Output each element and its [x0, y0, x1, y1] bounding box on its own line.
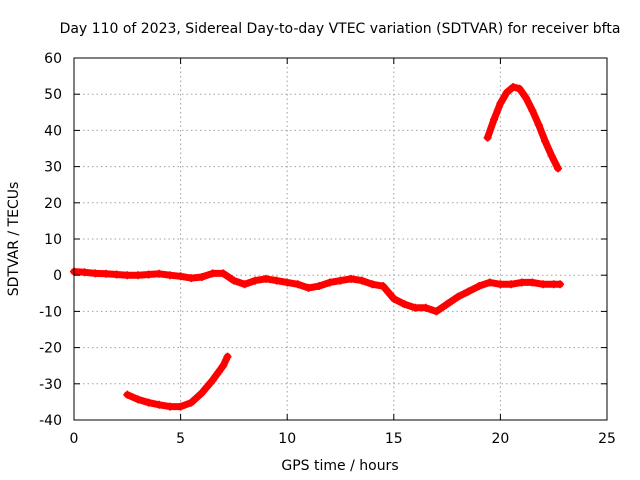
- data-point: [502, 88, 511, 97]
- y-tick-label: 30: [44, 160, 62, 176]
- data-point: [229, 276, 238, 285]
- data-point: [315, 282, 324, 291]
- data-point: [197, 388, 206, 397]
- data-point: [490, 115, 499, 124]
- data-point: [165, 402, 174, 411]
- x-tick-label: 5: [176, 431, 185, 447]
- data-point: [144, 270, 153, 279]
- y-tick-label: 0: [53, 268, 62, 284]
- data-point: [176, 402, 185, 411]
- data-point: [197, 273, 206, 282]
- data-point: [475, 282, 484, 291]
- data-point: [208, 376, 217, 385]
- data-point: [283, 278, 292, 287]
- data-point: [208, 269, 217, 278]
- data-point: [553, 164, 562, 173]
- series-early-negative: [123, 352, 232, 411]
- data-point: [515, 84, 524, 93]
- data-point: [368, 280, 377, 289]
- data-point: [240, 280, 249, 289]
- data-point: [528, 106, 537, 115]
- data-point: [528, 278, 537, 287]
- data-point: [541, 137, 550, 146]
- plot-area: [70, 82, 565, 411]
- data-point: [219, 269, 228, 278]
- data-point: [251, 276, 260, 285]
- y-tick-label: -40: [39, 413, 62, 429]
- data-point: [421, 303, 430, 312]
- data-point: [496, 99, 505, 108]
- data-point: [539, 280, 548, 289]
- data-point: [165, 271, 174, 280]
- data-point: [336, 276, 345, 285]
- data-point: [187, 274, 196, 283]
- data-point: [464, 287, 473, 296]
- data-point: [123, 390, 132, 399]
- x-tick-label: 25: [598, 431, 616, 447]
- data-point: [534, 120, 543, 129]
- data-point: [133, 395, 142, 404]
- data-point: [80, 268, 89, 277]
- data-point: [547, 151, 556, 160]
- x-tick-label: 10: [278, 431, 296, 447]
- data-point: [155, 269, 164, 278]
- data-point: [304, 283, 313, 292]
- data-point: [389, 294, 398, 303]
- data-point: [155, 400, 164, 409]
- y-tick-label: 60: [44, 51, 62, 67]
- data-point: [219, 361, 228, 370]
- y-tick-label: 10: [44, 232, 62, 248]
- y-tick-label: 50: [44, 87, 62, 103]
- x-tick-label: 20: [491, 431, 509, 447]
- data-point: [357, 276, 366, 285]
- series-band: [70, 268, 564, 315]
- data-point: [133, 271, 142, 280]
- data-point: [223, 352, 232, 361]
- series-late-peak: [483, 82, 562, 173]
- y-axis-label: SDTVAR / TECUs: [6, 182, 22, 297]
- data-point: [509, 82, 518, 91]
- data-point: [144, 398, 153, 407]
- data-point: [112, 270, 121, 279]
- data-point: [485, 278, 494, 287]
- chart-title: Day 110 of 2023, Sidereal Day-to-day VTE…: [60, 21, 621, 37]
- data-point: [411, 303, 420, 312]
- series-main: [70, 267, 565, 316]
- data-point: [443, 300, 452, 309]
- data-point: [347, 274, 356, 283]
- data-point: [187, 398, 196, 407]
- data-point: [517, 278, 526, 287]
- y-tick-label: -10: [39, 304, 62, 320]
- axis-ticks: 0 5 10 15 20 25 -40 -30 -20 -10 0 10 20 30 40 50 60: [39, 51, 616, 447]
- data-point: [507, 280, 516, 289]
- y-tick-label: 40: [44, 123, 62, 139]
- y-tick-label: -20: [39, 341, 62, 357]
- data-point: [521, 93, 530, 102]
- x-tick-label: 0: [70, 431, 79, 447]
- data-point: [483, 133, 492, 142]
- data-point: [400, 300, 409, 309]
- data-point: [261, 274, 270, 283]
- data-point: [293, 280, 302, 289]
- series-band: [484, 83, 562, 172]
- data-point: [123, 271, 132, 280]
- data-point: [272, 276, 281, 285]
- data-point: [556, 280, 565, 289]
- data-point: [453, 292, 462, 301]
- data-point: [379, 282, 388, 291]
- x-tick-label: 15: [385, 431, 403, 447]
- data-point: [176, 272, 185, 281]
- data-point: [91, 269, 100, 278]
- data-point: [325, 278, 334, 287]
- data-point: [496, 280, 505, 289]
- y-tick-label: 20: [44, 196, 62, 212]
- data-point: [101, 269, 110, 278]
- grid: [74, 58, 607, 420]
- y-tick-label: -30: [39, 377, 62, 393]
- data-point: [432, 307, 441, 316]
- x-axis-label: GPS time / hours: [281, 458, 398, 474]
